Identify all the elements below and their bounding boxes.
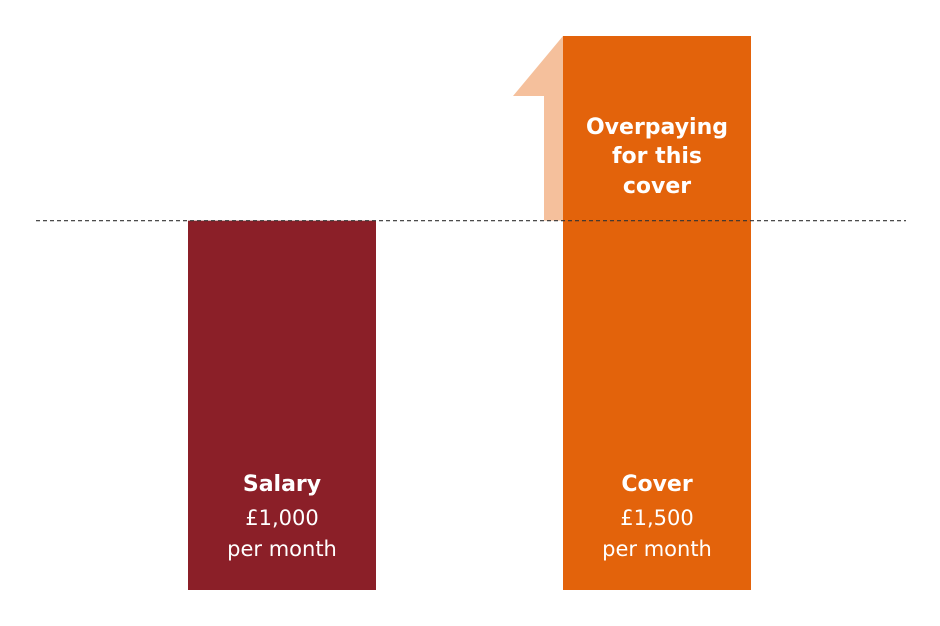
annotation-line-2: for this <box>612 144 702 169</box>
labels-layer: Salary £1,000 per month Cover £1,500 per… <box>227 115 728 561</box>
bar-label-salary-value: £1,000 <box>245 506 318 530</box>
bar-label-salary-title: Salary <box>243 472 321 497</box>
annotation-line-1: Overpaying <box>586 115 728 140</box>
bar-label-cover-unit: per month <box>602 537 712 561</box>
bar-label-cover-title: Cover <box>621 472 693 497</box>
bar-cover <box>563 36 751 590</box>
bar-salary <box>188 220 376 590</box>
annotation-line-3: cover <box>623 174 691 199</box>
bars-layer <box>188 36 751 590</box>
bar-label-cover-value: £1,500 <box>620 506 693 530</box>
bar-label-salary-unit: per month <box>227 537 337 561</box>
